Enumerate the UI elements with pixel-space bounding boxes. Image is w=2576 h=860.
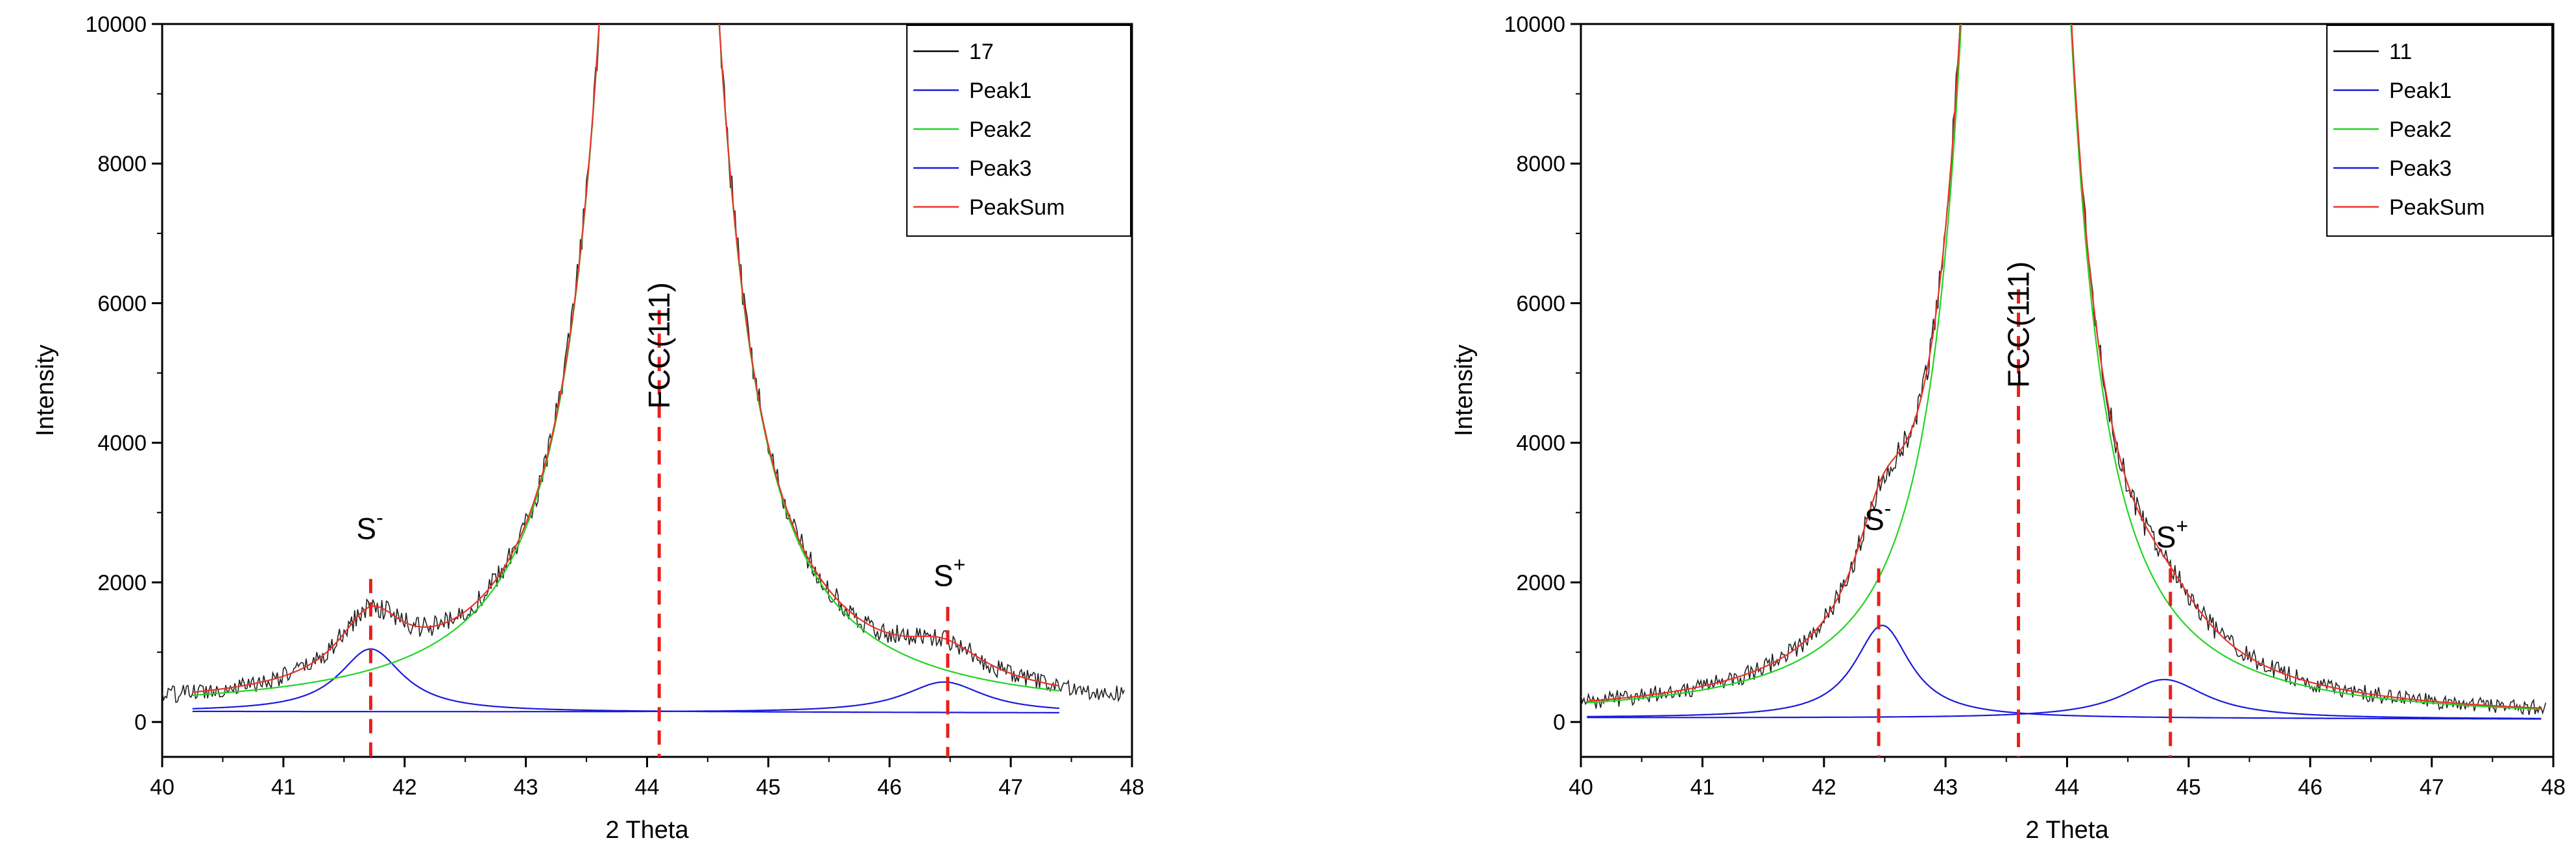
- plot-series-group: [1581, 24, 2547, 720]
- left-chart-panel: 40 41 42 43 44 45 46 47 48 0 2000 4000 6000 8000 10000…: [32, 12, 1144, 844]
- y-tick-label: 8000: [1516, 152, 1565, 176]
- annotation-label-s-plus: S+: [2156, 514, 2188, 554]
- annotation-superscript: +: [954, 553, 966, 576]
- x-tick-label: 42: [1812, 775, 1836, 800]
- x-tick-label: 44: [2055, 775, 2080, 800]
- x-axis-title: 2 Theta: [605, 817, 689, 844]
- y-tick-label: 2000: [97, 571, 147, 595]
- x-tick-label: 45: [756, 775, 780, 800]
- y-tick-label: 0: [1553, 710, 1565, 735]
- x-tick-label: 47: [2420, 775, 2444, 800]
- legend-label: PeakSum: [969, 195, 1065, 220]
- series-peak2: [1587, 24, 2542, 710]
- x-tick-label: 47: [998, 775, 1023, 800]
- annotation-superscript: +: [2176, 514, 2188, 538]
- x-tick-label: 48: [2541, 775, 2566, 800]
- x-tick-label: 44: [635, 775, 660, 800]
- annotation-label-fcc111: FCC(111): [2002, 261, 2036, 388]
- series-peaksum: [192, 24, 1060, 693]
- y-tick-label: 6000: [97, 291, 147, 316]
- x-axis-title: 2 Theta: [2025, 817, 2109, 844]
- x-tick-label: 41: [1690, 775, 1715, 800]
- x-tick-label: 45: [2176, 775, 2201, 800]
- legend-box: [2326, 25, 2553, 237]
- annotation-superscript: -: [376, 506, 383, 529]
- x-tick-label: 40: [150, 775, 175, 800]
- annotation-superscript: -: [1884, 497, 1892, 520]
- annotation-label-fcc111: FCC(111): [642, 282, 676, 409]
- legend-label: Peak3: [2389, 156, 2451, 181]
- y-tick-label: 10000: [1504, 12, 1565, 37]
- x-tick-label: 46: [877, 775, 902, 800]
- y-tick-label: 8000: [97, 152, 147, 176]
- legend-label: Peak2: [969, 117, 1031, 142]
- series-peak1: [192, 648, 1059, 713]
- x-tick-label: 43: [514, 775, 538, 800]
- right-chart-panel: 40 41 42 43 44 45 46 47 48 0 2000 4000 6000 8000 10000…: [1451, 12, 2566, 844]
- y-axis-title: Intensity: [1451, 344, 1478, 436]
- x-tick-label: 48: [1120, 775, 1144, 800]
- legend-label: 17: [969, 40, 994, 64]
- annotation-label-s-minus: S-: [356, 506, 383, 545]
- y-tick-label: 4000: [97, 431, 147, 456]
- plot-series-group: [162, 24, 1125, 713]
- legend-box: [906, 25, 1131, 237]
- series-raw-data: [1581, 24, 2547, 715]
- y-tick-label: 2000: [1516, 571, 1565, 595]
- x-tick-label: 42: [392, 775, 417, 800]
- x-tick-label: 43: [1933, 775, 1958, 800]
- series-peak2: [192, 24, 1060, 696]
- x-tick-label: 40: [1569, 775, 1593, 800]
- series-peaksum: [1587, 24, 2542, 709]
- series-peak1: [1587, 625, 2542, 720]
- y-axis-title: Intensity: [32, 344, 59, 436]
- annotation-label-s-plus: S+: [933, 553, 965, 592]
- legend-label: Peak2: [2389, 117, 2451, 142]
- series-peak3: [1587, 678, 2542, 719]
- y-tick-label: 6000: [1516, 291, 1565, 316]
- y-tick-label: 10000: [85, 12, 147, 37]
- legend-label: Peak1: [969, 78, 1031, 103]
- legend-label: 11: [2389, 40, 2412, 64]
- y-tick-label: 4000: [1516, 431, 1565, 456]
- series-peak3: [192, 681, 1060, 713]
- legend-label: PeakSum: [2389, 195, 2485, 220]
- annotation-label-s-minus: S-: [1864, 497, 1891, 536]
- x-tick-label: 41: [271, 775, 296, 800]
- legend-label: Peak1: [2389, 78, 2451, 103]
- y-tick-label: 0: [134, 710, 147, 735]
- legend-label: Peak3: [969, 156, 1031, 181]
- x-tick-label: 46: [2298, 775, 2322, 800]
